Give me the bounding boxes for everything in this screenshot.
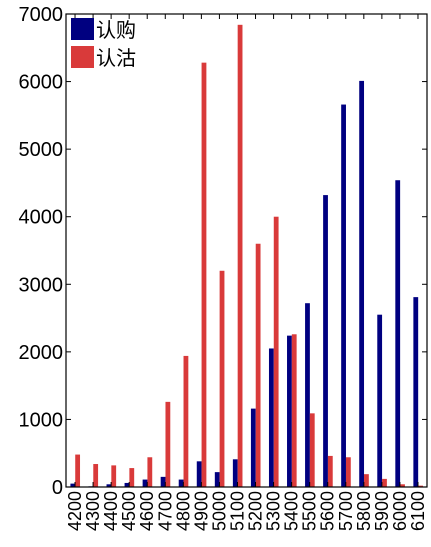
y-tick-label: 4000 xyxy=(19,207,64,229)
y-tick-label: 7000 xyxy=(19,4,64,26)
y-tick-label: 6000 xyxy=(19,72,64,94)
bar-put-5200 xyxy=(255,243,261,487)
y-tick-label: 5000 xyxy=(19,139,64,161)
x-axis: 4200430044004500460047004800490050005100… xyxy=(65,14,428,531)
bar-call-5400 xyxy=(287,335,292,487)
bar-call-5500 xyxy=(305,303,310,487)
bar-put-5800 xyxy=(364,474,369,487)
bar-put-4900 xyxy=(201,62,207,487)
bar-put-5700 xyxy=(345,457,351,487)
plot-border xyxy=(65,13,428,488)
bar-put-4700 xyxy=(165,401,171,487)
bar-call-4600 xyxy=(142,479,148,487)
x-tick-label-5300: 5300 xyxy=(264,491,284,531)
x-tick-label-6000: 6000 xyxy=(390,491,410,531)
bar-put-5400 xyxy=(291,334,297,487)
bar-call-4500 xyxy=(124,482,130,487)
x-tick-label-6100: 6100 xyxy=(408,491,428,531)
x-tick-label-4800: 4800 xyxy=(173,491,193,531)
x-tick-label-5500: 5500 xyxy=(300,491,320,531)
y-tick-label: 2000 xyxy=(19,342,64,364)
legend-swatch-put xyxy=(71,46,94,68)
x-tick-label-4700: 4700 xyxy=(155,491,175,531)
bar-put-6100 xyxy=(418,485,423,487)
bar-put-5900 xyxy=(382,478,387,487)
x-tick-label-5000: 5000 xyxy=(209,491,229,531)
bars-group xyxy=(70,24,423,487)
bar-call-4900 xyxy=(196,461,202,487)
bar-put-4400 xyxy=(111,465,117,487)
plot-frame xyxy=(65,13,428,488)
bar-put-5600 xyxy=(327,455,333,487)
x-tick-label-4500: 4500 xyxy=(119,491,139,531)
legend-label-call: 认购 xyxy=(96,19,136,42)
bar-call-4800 xyxy=(178,479,184,487)
y-tick-label: 3000 xyxy=(19,274,64,296)
bar-call-5900 xyxy=(377,314,383,487)
x-tick-label-5600: 5600 xyxy=(318,491,338,531)
x-tick-label-4300: 4300 xyxy=(83,491,103,531)
bar-put-5100 xyxy=(237,24,243,487)
bar-call-5700 xyxy=(341,104,346,487)
bar-call-5300 xyxy=(268,348,274,487)
x-tick-label-5700: 5700 xyxy=(336,491,356,531)
bar-call-6000 xyxy=(395,180,401,487)
bar-call-5800 xyxy=(359,80,365,487)
x-tick-label-5900: 5900 xyxy=(372,491,392,531)
x-tick-label-4200: 4200 xyxy=(65,491,85,531)
bar-put-5500 xyxy=(309,413,315,487)
legend-label-put: 认沽 xyxy=(96,47,136,70)
bar-put-5000 xyxy=(219,270,225,487)
x-tick-label-4600: 4600 xyxy=(137,491,157,531)
bar-call-4200 xyxy=(70,483,76,487)
bar-put-5300 xyxy=(273,216,279,487)
x-tick-label-5800: 5800 xyxy=(354,491,374,531)
legend-swatch-call xyxy=(71,18,94,40)
x-tick-label-5200: 5200 xyxy=(246,491,266,531)
bar-call-5000 xyxy=(214,472,220,487)
y-tick-label: 1000 xyxy=(19,409,64,431)
bar-put-4200 xyxy=(75,454,81,487)
bar-call-6100 xyxy=(413,297,419,487)
bar-call-4700 xyxy=(160,476,166,487)
y-tick-label: 0 xyxy=(52,477,63,499)
x-tick-label-4400: 4400 xyxy=(101,491,121,531)
y-axis: 0 1000 2000 3000 4000 5000 6000 7000 xyxy=(19,4,427,499)
bar-call-4400 xyxy=(106,484,112,487)
bar-put-4500 xyxy=(129,468,135,487)
bar-put-6000 xyxy=(400,484,405,487)
bar-put-4300 xyxy=(93,464,99,487)
bar-put-4800 xyxy=(183,355,189,487)
x-tick-label-5100: 5100 xyxy=(227,491,247,531)
x-tick-label-4900: 4900 xyxy=(191,491,211,531)
bar-call-5600 xyxy=(323,195,328,487)
x-tick-label-5400: 5400 xyxy=(282,491,302,531)
bar-call-5100 xyxy=(232,459,238,487)
bar-put-4600 xyxy=(147,457,153,487)
bar-call-5200 xyxy=(250,408,256,487)
